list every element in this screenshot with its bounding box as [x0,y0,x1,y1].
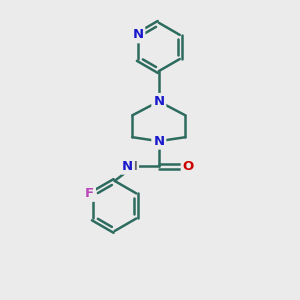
Text: O: O [183,160,194,173]
Text: F: F [85,187,94,200]
Text: N: N [153,135,164,148]
Text: N: N [122,160,133,173]
Text: N: N [132,28,143,41]
Text: N: N [153,95,164,108]
Text: H: H [128,160,137,173]
